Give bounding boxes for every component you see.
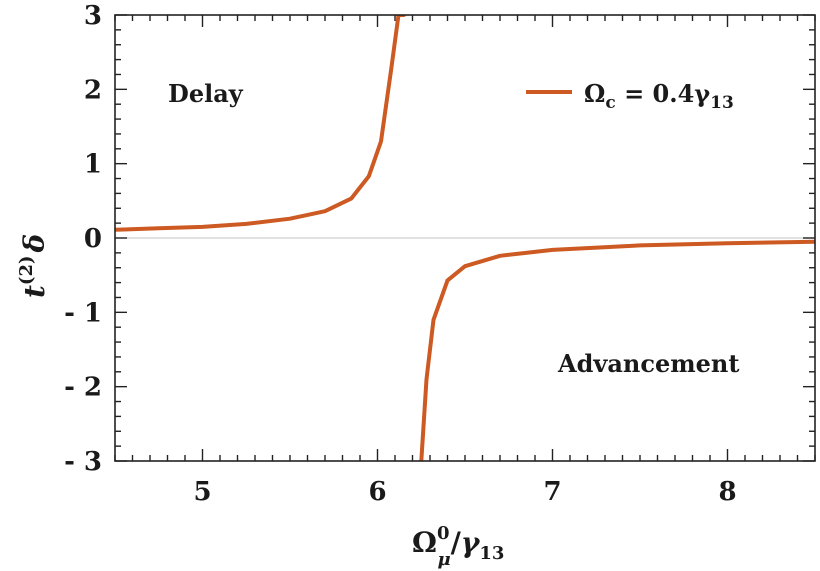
- x-tick-label: 8: [718, 477, 736, 507]
- y-tick-label: - 2: [64, 373, 102, 403]
- plot-frame: [114, 14, 816, 462]
- x-tick-label: 6: [368, 477, 386, 507]
- x-tick-label: 5: [193, 477, 211, 507]
- legend: Ωc = 0.4γ13: [526, 79, 734, 113]
- series-line: [115, 15, 815, 461]
- x-axis-label: Ω0 μ/γ13: [412, 523, 504, 570]
- x-tick-label: 7: [543, 477, 561, 507]
- y-tick-label: - 3: [64, 447, 102, 477]
- legend-label: Ωc = 0.4γ13: [584, 79, 734, 113]
- y-tick-label: 0: [84, 224, 102, 254]
- x-tick-labels: 5 6 7 8: [193, 477, 736, 507]
- y-tick-label: 1: [84, 150, 102, 180]
- y-axis-label: t(2)δ: [16, 234, 51, 298]
- y-tick-label: - 1: [64, 298, 102, 328]
- y-tick-label: 2: [84, 75, 102, 105]
- y-tick-labels: - 3 - 2 - 1 0 1 2 3: [64, 1, 102, 477]
- y-tick-label: 3: [84, 1, 102, 31]
- minor-ticks: [114, 15, 816, 461]
- annotation-advancement: Advancement: [557, 349, 739, 378]
- annotation-delay: Delay: [168, 79, 244, 108]
